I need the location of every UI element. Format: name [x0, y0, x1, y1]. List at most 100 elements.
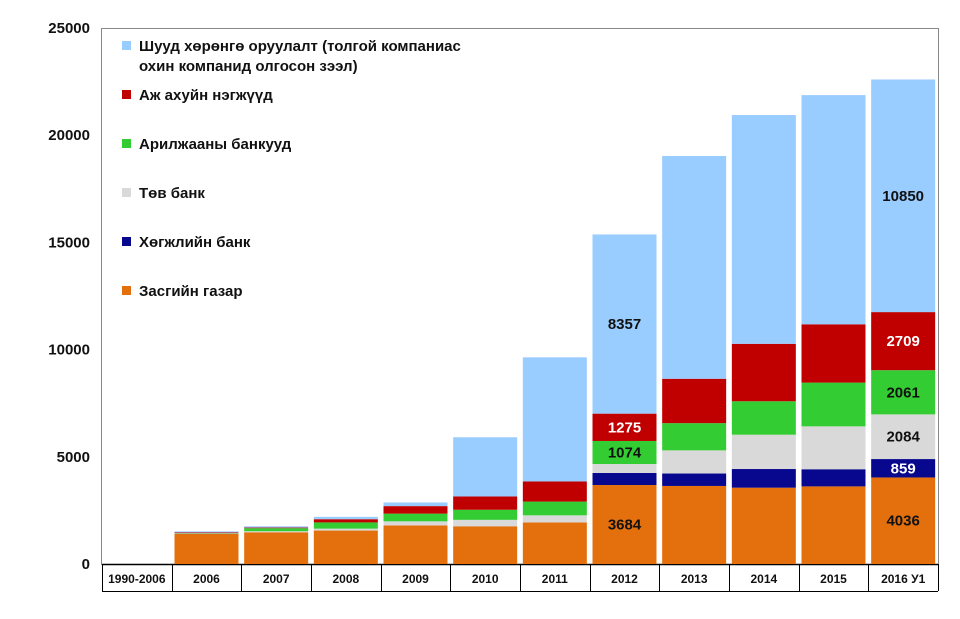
bar-segment	[522, 522, 587, 564]
bar-segment	[174, 531, 239, 533]
x-axis-frame	[102, 563, 939, 592]
data-label: 8357	[608, 316, 641, 333]
bar-segment	[871, 79, 936, 313]
x-tick-label: 2013	[681, 572, 708, 586]
x-tick-label: 2006	[193, 572, 220, 586]
x-tick-label: 2009	[402, 572, 429, 586]
x-tick-label: 2011	[542, 572, 568, 586]
bar-segment	[592, 464, 657, 474]
legend-label: Төв банк	[139, 185, 205, 202]
data-label: 4036	[886, 513, 919, 530]
bar-segment	[313, 530, 378, 564]
legend-swatch	[122, 90, 131, 99]
bar-segment	[871, 459, 936, 478]
legend-label: Засгийн газар	[139, 283, 243, 300]
bar-segment	[731, 469, 796, 488]
bars-layer	[174, 79, 936, 564]
x-tick-label: 1990-2006	[108, 572, 166, 586]
data-label: 2084	[886, 429, 920, 446]
x-tick-label: 2007	[263, 572, 290, 586]
data-label: 2061	[886, 384, 919, 401]
x-tick-label: 2016 У1	[881, 572, 925, 586]
bar-segment	[383, 506, 448, 514]
bar-segment	[801, 486, 866, 564]
bar-segment	[522, 481, 587, 502]
y-tick-label: 25000	[48, 20, 90, 37]
data-labels-layer: 3684 1074 1275 8357 4036 859 2084 2061 2709 10850	[608, 188, 924, 534]
bar-segment	[871, 477, 936, 564]
bar-segment	[731, 343, 796, 402]
legend-swatch	[122, 188, 131, 197]
bar-segment	[731, 115, 796, 344]
x-axis-ticks: 1990-2006 2006 2007 2008 2009 2010 2011 2012 201…	[108, 572, 925, 586]
bar-segment	[383, 502, 448, 507]
legend-swatch	[122, 286, 131, 295]
bar-segment	[662, 473, 727, 486]
legend: Шууд хөрөнгө оруулалт (толгой компаниас о…	[122, 38, 461, 300]
bar-segment	[801, 95, 866, 325]
bar-segment	[383, 521, 448, 526]
x-tick-label: 2014	[750, 572, 777, 586]
bar-segment	[313, 519, 378, 523]
bar-segment	[453, 526, 518, 564]
bar-segment	[801, 382, 866, 427]
legend-label: Аж ахуйн нэгжүүд	[139, 87, 273, 104]
bar-segment	[592, 440, 657, 465]
y-axis-ticks: 0 5000 10000 15000 20000 25000	[48, 20, 90, 573]
legend-label: охин компанид олгосон зээл)	[139, 58, 358, 75]
legend-swatch	[122, 41, 131, 50]
y-tick-label: 15000	[48, 234, 90, 251]
y-tick-label: 10000	[48, 342, 90, 359]
bar-segment	[592, 413, 657, 441]
bar-segment	[592, 234, 657, 414]
bar-segment	[871, 414, 936, 460]
bar-segment	[244, 531, 309, 533]
y-tick-label: 5000	[57, 449, 90, 466]
bar-segment	[383, 525, 448, 564]
bar-segment	[662, 450, 727, 474]
data-label: 3684	[608, 517, 642, 534]
bar-segment	[453, 509, 518, 520]
bar-segment	[592, 485, 657, 564]
bar-segment	[801, 324, 866, 383]
bar-segment	[662, 155, 727, 379]
legend-label: Шууд хөрөнгө оруулалт (толгой компаниас	[139, 38, 461, 55]
bar-segment	[731, 401, 796, 435]
bar-segment	[174, 533, 239, 564]
y-tick-label: 20000	[48, 127, 90, 144]
bar-segment	[871, 312, 936, 371]
y-tick-label: 0	[82, 556, 90, 573]
bar-segment	[313, 528, 378, 531]
data-label: 10850	[882, 188, 924, 205]
bar-segment	[522, 501, 587, 516]
bar-segment	[453, 519, 518, 527]
x-tick-label: 2008	[332, 572, 359, 586]
bar-segment	[174, 532, 239, 534]
bar-segment	[244, 526, 309, 528]
bar-segment	[592, 473, 657, 486]
bar-segment	[244, 528, 309, 532]
data-label: 1074	[608, 444, 642, 461]
bar-segment	[453, 437, 518, 497]
bar-segment	[731, 434, 796, 470]
legend-swatch	[122, 139, 131, 148]
legend-swatch	[122, 237, 131, 246]
bar-segment	[383, 513, 448, 522]
bar-segment	[522, 357, 587, 482]
bar-segment	[244, 532, 309, 564]
legend-label: Арилжааны банкууд	[139, 136, 292, 153]
bar-segment	[522, 515, 587, 523]
bar-segment	[662, 485, 727, 564]
bar-segment	[731, 487, 796, 564]
x-tick-label: 2015	[820, 572, 847, 586]
bar-segment	[662, 423, 727, 451]
bar-segment	[662, 378, 727, 424]
data-label: 859	[891, 460, 916, 477]
bar-segment	[871, 370, 936, 415]
bar-segment	[801, 426, 866, 470]
bar-segment	[801, 469, 866, 487]
bar-segment	[453, 496, 518, 510]
x-tick-label: 2012	[611, 572, 638, 586]
data-label: 1275	[608, 419, 641, 436]
